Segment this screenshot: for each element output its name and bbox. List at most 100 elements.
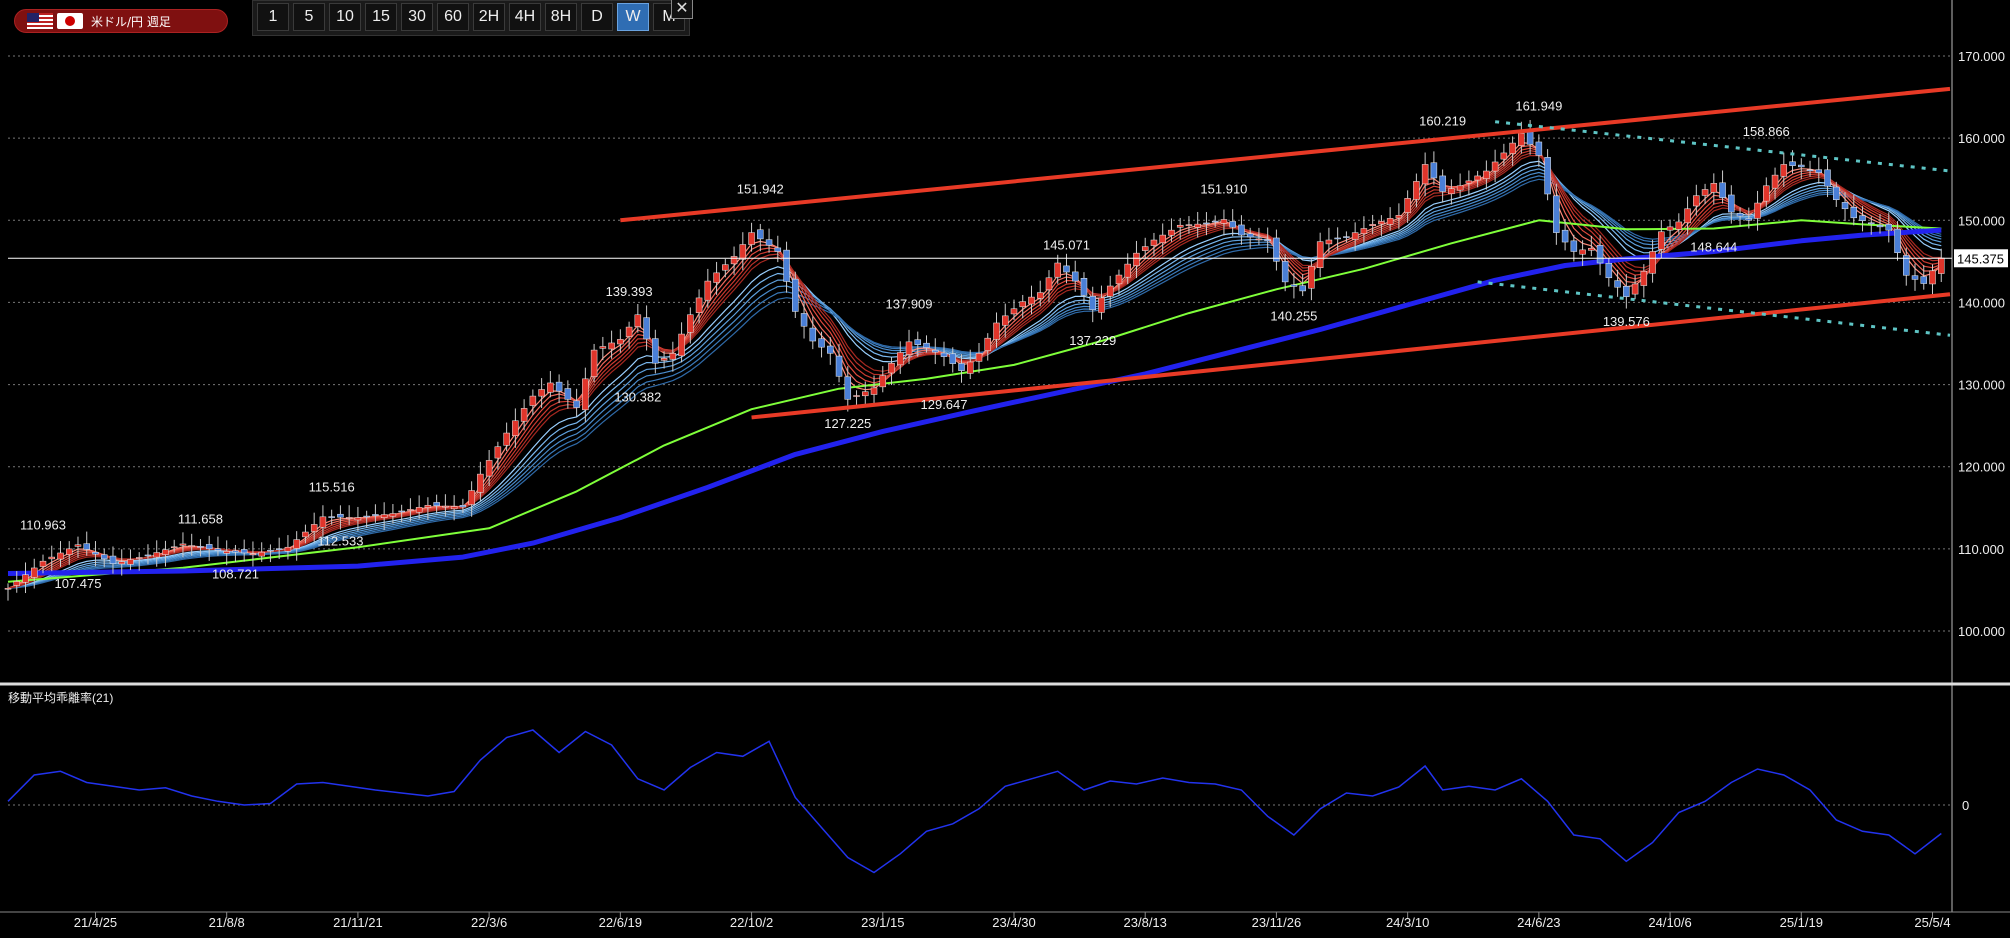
candle-body [477, 473, 484, 493]
current-price-label: 145.375 [1957, 251, 2004, 266]
candle-body [529, 395, 537, 406]
ema-slow-line [7, 171, 1942, 589]
timeframe-10-button[interactable]: 10 [329, 3, 361, 31]
candle-body [127, 559, 134, 565]
candle-body [302, 531, 309, 538]
time-tick-label: 21/8/8 [209, 915, 245, 930]
jp-flag-icon [57, 13, 83, 29]
candle-body [660, 358, 668, 361]
candle-body [1299, 285, 1306, 292]
candle-body [1369, 224, 1376, 226]
candle-body [1701, 189, 1709, 196]
candle-body [1019, 301, 1026, 308]
timeframe-1-button[interactable]: 1 [257, 3, 289, 31]
candle-body [555, 381, 563, 392]
price-annotation: 129.647 [921, 397, 968, 412]
timeframe-w-button[interactable]: W [617, 3, 649, 31]
candle-body [1063, 265, 1070, 273]
price-annotation: 151.910 [1200, 181, 1247, 196]
candle-body [1605, 262, 1613, 279]
candle-body [1001, 315, 1009, 326]
candle-body [109, 555, 117, 564]
candle-body [1098, 297, 1105, 313]
candle-body [1535, 141, 1543, 156]
trendline [751, 292, 1951, 420]
candle-body [293, 539, 300, 549]
timeframe-4h-button[interactable]: 4H [509, 3, 541, 31]
candle-body [590, 349, 598, 378]
candle-body [634, 314, 642, 327]
candle-body [1789, 161, 1796, 166]
candle-body [792, 278, 799, 312]
timeframe-5-button[interactable]: 5 [293, 3, 325, 31]
candle-body [1736, 213, 1744, 217]
candle-body [170, 546, 178, 549]
candle-body [337, 513, 344, 518]
candle-body [722, 264, 729, 271]
candle-body [1631, 283, 1639, 295]
price-tick-label: 140.000 [1958, 295, 2005, 310]
time-tick-label: 22/10/2 [730, 915, 773, 930]
timeframe-8h-button[interactable]: 8H [545, 3, 577, 31]
candle-body [1553, 195, 1560, 233]
candle-body [1071, 271, 1079, 282]
candle-body [1500, 152, 1508, 160]
candle-body [1920, 276, 1928, 284]
timeframe-60-button[interactable]: 60 [437, 3, 469, 31]
candle-body [1483, 170, 1490, 180]
candle-body [1719, 182, 1726, 198]
timeframe-2h-button[interactable]: 2H [473, 3, 505, 31]
candle-body [687, 314, 694, 333]
ema-slow-line [7, 168, 1942, 589]
candle-body [678, 333, 685, 357]
candle-body [258, 551, 265, 557]
candle-body [1089, 296, 1096, 311]
candle-body [617, 339, 624, 345]
price-tick-label: 120.000 [1958, 460, 2005, 475]
candle-body [905, 341, 913, 355]
candle-body [879, 375, 887, 388]
timeframe-d-button[interactable]: D [581, 3, 613, 31]
candle-body [844, 376, 852, 400]
candle-body [1754, 202, 1761, 219]
ema-slow-line [7, 175, 1942, 589]
osc-title: 移動平均乖離率(21) [8, 690, 113, 705]
price-annotation: 158.866 [1743, 124, 1790, 139]
us-flag-icon [27, 13, 53, 29]
candle-body [240, 549, 248, 554]
candle-body [1728, 194, 1735, 213]
candle-body [214, 548, 222, 551]
candle-body [809, 327, 817, 342]
candle-body [564, 388, 572, 400]
candle-body [1010, 308, 1018, 315]
candle-body [1378, 221, 1385, 225]
price-annotation: 148.644 [1690, 239, 1737, 254]
timeframe-15-button[interactable]: 15 [365, 3, 397, 31]
candle-body [1421, 164, 1429, 185]
candle-body [967, 361, 974, 374]
candle-body [1264, 239, 1271, 242]
time-tick-label: 24/10/6 [1648, 915, 1691, 930]
time-tick-label: 21/11/21 [333, 915, 383, 930]
candle-body [765, 239, 773, 246]
candle-body [940, 352, 948, 357]
candle-body [153, 552, 160, 558]
symbol-label: 米ドル/円 週足 [91, 14, 171, 29]
candle-body [275, 548, 283, 550]
candle-body [1649, 251, 1656, 274]
candle-body [1596, 245, 1604, 264]
trendline [620, 86, 1951, 223]
candle-body [1290, 284, 1298, 287]
price-annotation: 107.475 [54, 576, 101, 591]
price-annotation: 110.963 [20, 517, 66, 532]
candle-body [1334, 237, 1341, 240]
symbol-badge[interactable]: 米ドル/円 週足 [14, 9, 228, 33]
candle-body [30, 567, 38, 578]
candle-body [372, 514, 379, 516]
close-icon[interactable]: ✕ [671, 0, 693, 19]
candle-body [197, 546, 204, 548]
candle-body [1439, 175, 1446, 192]
timeframe-30-button[interactable]: 30 [401, 3, 433, 31]
channel-dotted-line [1477, 280, 1951, 337]
